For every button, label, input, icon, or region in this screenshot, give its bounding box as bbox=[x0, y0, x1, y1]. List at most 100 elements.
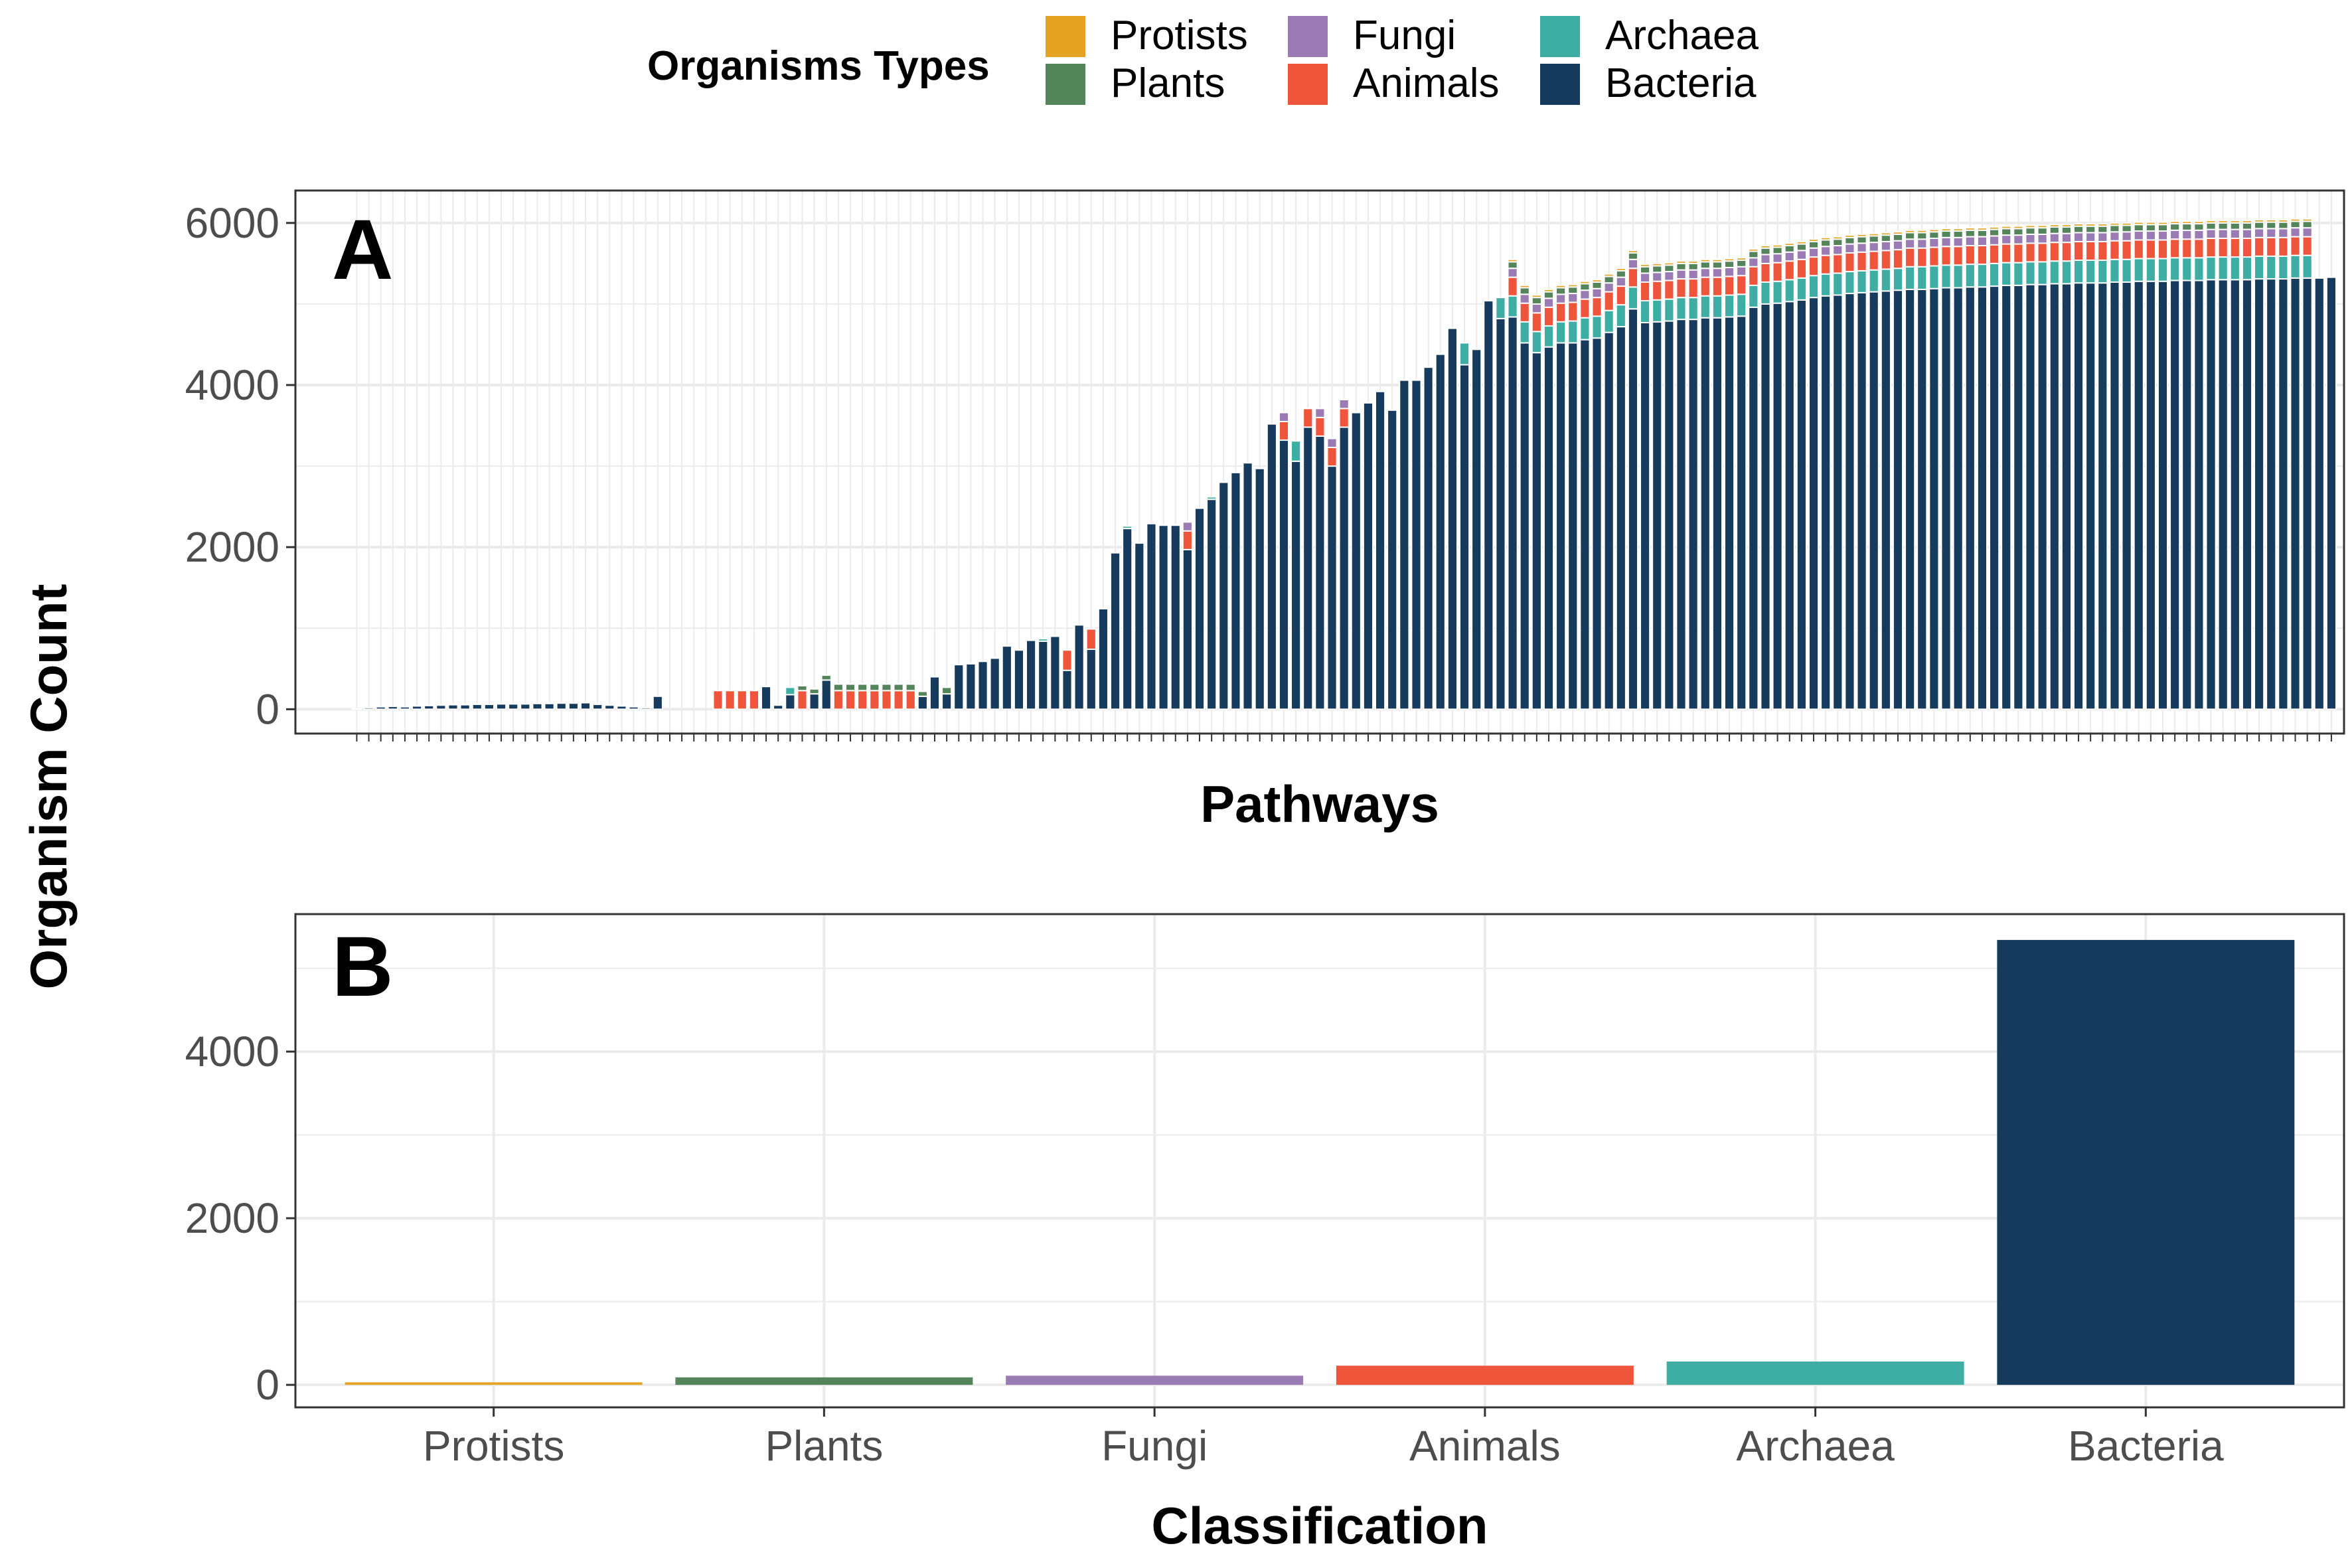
bar-segment-archaea bbox=[2061, 260, 2072, 285]
panel-b-x-tick-label-archaea: Archaea bbox=[1736, 1422, 1895, 1470]
bar-segment-bacteria bbox=[2061, 283, 2072, 710]
bar-segment-bacteria bbox=[1917, 288, 1928, 710]
bar-segment-bacteria bbox=[1627, 308, 1639, 710]
bar-segment-archaea bbox=[2229, 256, 2240, 281]
bar-segment-fungi bbox=[1723, 266, 1735, 277]
bar-segment-animals bbox=[1760, 262, 1771, 283]
bar-segment-plants bbox=[1868, 235, 1879, 244]
bar-segment-animals bbox=[2241, 238, 2253, 258]
bar-segment-animals bbox=[797, 690, 808, 710]
bar-segment-archaea bbox=[2217, 256, 2229, 281]
bar-segment-plants bbox=[1591, 281, 1603, 289]
bar-segment-bacteria bbox=[1808, 297, 1820, 710]
bar-segment-bacteria bbox=[1483, 300, 1494, 710]
bar-segment-archaea bbox=[1676, 297, 1687, 321]
bar-segment-bacteria bbox=[1314, 435, 1326, 710]
bar-segment-animals bbox=[2073, 240, 2084, 261]
bar-segment-bacteria bbox=[1615, 326, 1626, 710]
bar-segment-plants bbox=[2001, 228, 2012, 236]
bar-segment-fungi bbox=[1278, 412, 1290, 422]
bar-protists bbox=[345, 1382, 643, 1385]
bar-segment-bacteria bbox=[1699, 317, 1711, 710]
legend-label-fungi: Fungi bbox=[1353, 13, 1456, 58]
bar-segment-animals bbox=[2181, 238, 2193, 259]
bar-segment-plants bbox=[1736, 259, 1747, 268]
bar-segment-archaea bbox=[1555, 321, 1567, 344]
bar-segment-plants bbox=[797, 684, 808, 692]
bar-segment-bacteria bbox=[1122, 528, 1133, 710]
bar-segment-animals bbox=[2001, 243, 2012, 264]
bar-segment-bacteria bbox=[1194, 507, 1206, 710]
bar-segment-fungi bbox=[1964, 236, 1976, 247]
bar-segment-archaea bbox=[1206, 496, 1217, 501]
bar-segment-protists bbox=[1976, 227, 1988, 231]
bar-segment-archaea bbox=[1711, 295, 1723, 319]
bar-segment-protists bbox=[2133, 221, 2144, 226]
bar-segment-fungi bbox=[1928, 238, 1940, 248]
bar-segment-protists bbox=[2157, 221, 2169, 226]
bar-segment-bacteria bbox=[2290, 277, 2301, 710]
bar-segment-fungi bbox=[1687, 269, 1699, 280]
legend-key-archaea bbox=[1540, 16, 1580, 57]
bar-segment-protists bbox=[1567, 283, 1579, 288]
bar-segment-fungi bbox=[2169, 229, 2181, 240]
bar-segment-bacteria bbox=[1254, 467, 1265, 710]
bar-segment-plants bbox=[1640, 266, 1651, 274]
bar-segment-animals bbox=[1772, 262, 1783, 282]
bar-segment-archaea bbox=[1495, 297, 1506, 319]
bar-segment-bacteria bbox=[2025, 283, 2036, 710]
bar-segment-bacteria bbox=[1892, 289, 1904, 710]
bar-segment-animals bbox=[1711, 276, 1723, 297]
bar-segment-archaea bbox=[2266, 255, 2277, 280]
panel-b-y-axis: 0 2000 4000 bbox=[185, 1028, 295, 1409]
bar-segment-fungi bbox=[1182, 521, 1193, 532]
bar-segment-plants bbox=[857, 683, 868, 692]
bar-segment-protists bbox=[1748, 248, 1759, 252]
bar-segment-protists bbox=[2302, 218, 2313, 222]
bar-segment-plants bbox=[1603, 275, 1614, 284]
panel-a-tag: A bbox=[332, 202, 393, 297]
bar-segment-fungi bbox=[1711, 268, 1723, 278]
bar-segment-fungi bbox=[2266, 228, 2277, 238]
bar-segment-bacteria bbox=[1976, 286, 1988, 710]
bar-segment-archaea bbox=[1291, 440, 1302, 462]
bar-segment-bacteria bbox=[508, 703, 519, 710]
bar-segment-animals bbox=[1976, 245, 1988, 266]
bar-segment-bacteria bbox=[1711, 317, 1723, 710]
bar-segment-animals bbox=[844, 690, 856, 710]
panel-a-bars bbox=[351, 218, 2337, 710]
bar-segment-bacteria bbox=[544, 702, 555, 710]
bar-segment-plants bbox=[1976, 229, 1988, 238]
bar-segment-bacteria bbox=[1603, 331, 1614, 710]
bar-segment-bacteria bbox=[1543, 346, 1555, 710]
bar-segment-bacteria bbox=[1085, 649, 1097, 710]
bar-segment-archaea bbox=[1964, 264, 1976, 288]
bar-segment-fungi bbox=[2013, 234, 2024, 245]
bar-segment-animals bbox=[1748, 266, 1759, 286]
bar-segment-animals bbox=[857, 690, 868, 710]
bar-segment-plants bbox=[893, 683, 904, 692]
bar-segment-animals bbox=[1579, 298, 1591, 319]
bar-segment-animals bbox=[2205, 238, 2217, 258]
bar-segment-plants bbox=[1952, 230, 1964, 238]
bar-segment-fungi bbox=[1555, 293, 1567, 304]
bar-segment-animals bbox=[2133, 239, 2144, 260]
bar-segment-fungi bbox=[1507, 268, 1518, 278]
bar-segment-bacteria bbox=[1134, 542, 1145, 710]
bar-segment-fungi bbox=[1940, 236, 1952, 248]
bar-segment-protists bbox=[1652, 262, 1663, 267]
bar-segment-fungi bbox=[1796, 250, 1807, 260]
bar-segment-protists bbox=[1676, 260, 1687, 264]
bar-segment-archaea bbox=[1531, 331, 1542, 354]
bar-segment-bacteria bbox=[520, 703, 531, 710]
bar-segment-plants bbox=[1519, 287, 1530, 295]
bar-segment-animals bbox=[2278, 236, 2289, 257]
bar-segment-bacteria bbox=[2049, 283, 2060, 710]
bar-segment-protists bbox=[2049, 224, 2060, 228]
bar-plants bbox=[675, 1377, 973, 1385]
bar-segment-archaea bbox=[1784, 279, 1795, 303]
bar-segment-bacteria bbox=[2266, 278, 2277, 710]
bar-segment-plants bbox=[1555, 287, 1567, 295]
bar-segment-plants bbox=[2205, 222, 2217, 230]
bar-segment-archaea bbox=[1664, 298, 1675, 322]
